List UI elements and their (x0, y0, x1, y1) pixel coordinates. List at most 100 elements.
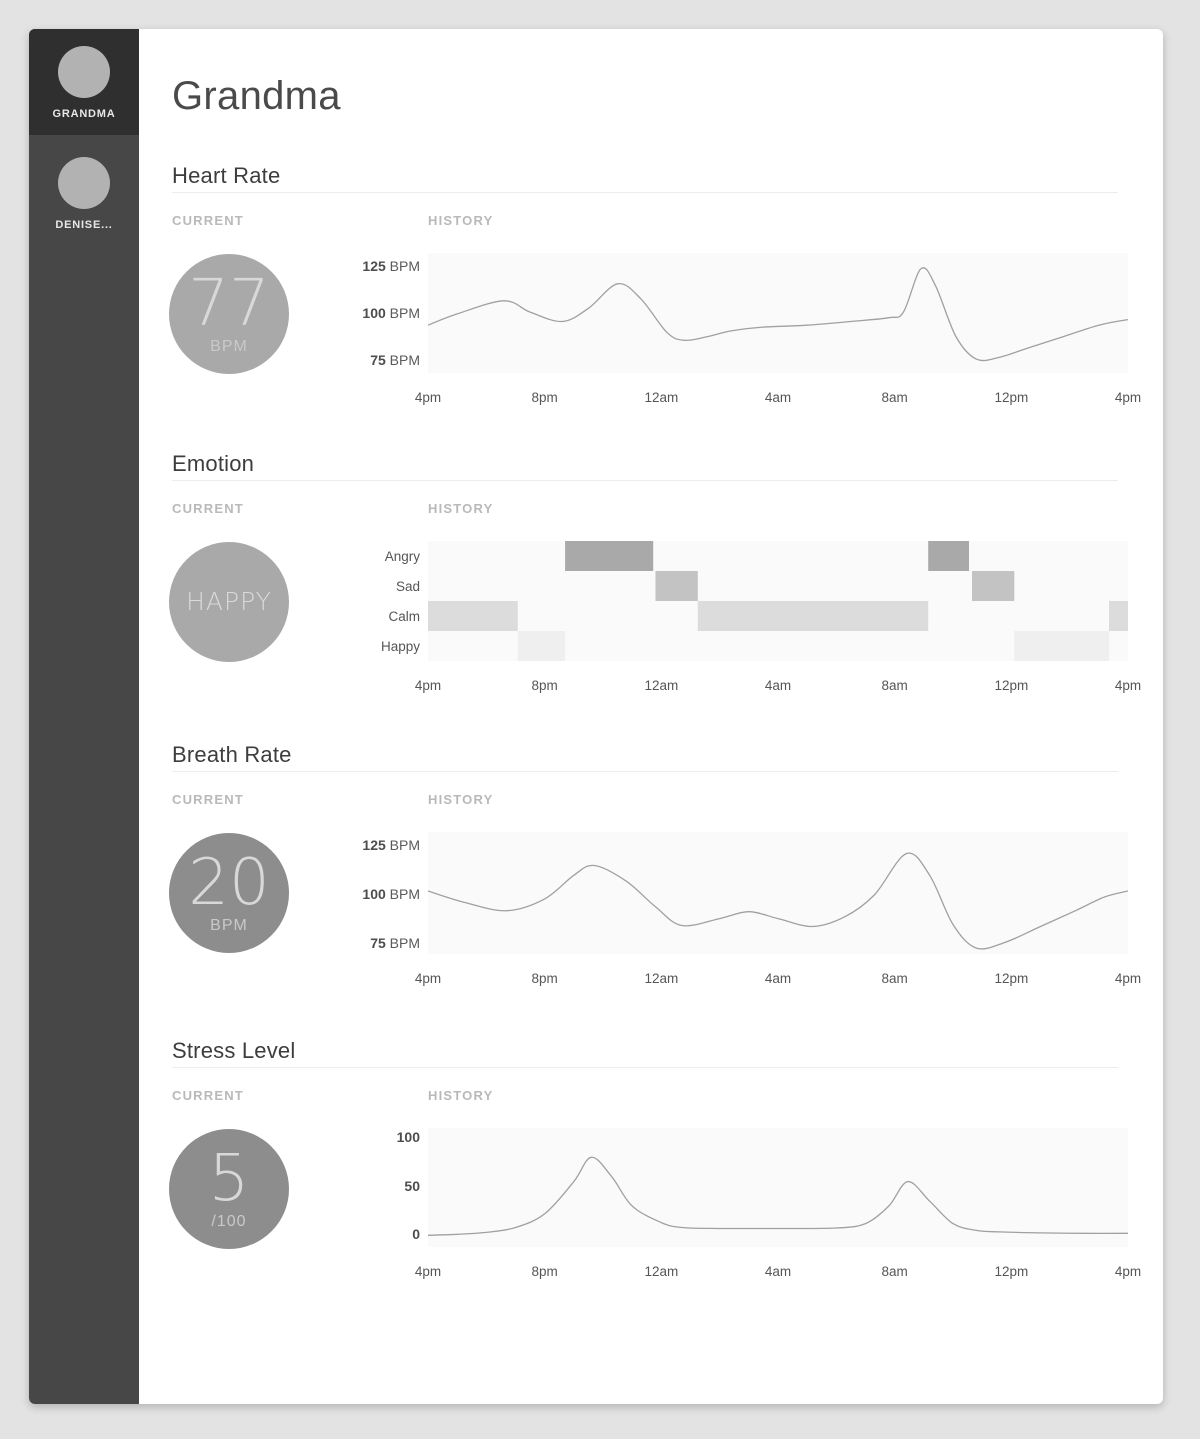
section-title: Heart Rate (172, 164, 1118, 193)
x-axis-tick: 4pm (414, 678, 442, 693)
main-content: Grandma Heart Rate CURRENT 77 BPM HISTOR… (139, 29, 1163, 1404)
emotion-block-calm (428, 601, 518, 631)
sidebar-item-grandma[interactable]: GRANDMA (29, 29, 139, 135)
x-axis-tick: 4pm (1114, 678, 1142, 693)
current-label: CURRENT (172, 792, 244, 807)
section-breath-rate: Breath Rate CURRENT 20 BPM HISTORY 125 B… (169, 743, 1141, 986)
app-window: GRANDMA DENISE... Grandma Heart Rate CUR… (29, 29, 1163, 1404)
line-chart-svg (427, 832, 1129, 954)
sidebar-item-denise[interactable]: DENISE... (29, 140, 139, 246)
y-axis-tick: 75 BPM (370, 935, 420, 952)
x-axis-tick: 8am (881, 1264, 908, 1279)
section-heart-rate: Heart Rate CURRENT 77 BPM HISTORY 125 BP… (169, 164, 1141, 405)
chart-background (428, 1128, 1128, 1247)
chart-plot-area (427, 832, 1129, 954)
sidebar-item-label: DENISE... (55, 219, 113, 231)
x-axis-tick: 4pm (414, 390, 442, 405)
x-axis: 4pm 8pm 12am 4am 8am 12pm 4pm (415, 678, 1141, 693)
x-axis-tick: 12pm (994, 678, 1029, 693)
x-axis-tick: 4am (764, 390, 792, 405)
x-axis-tick: 8pm (531, 390, 558, 405)
emotion-current-circle: HAPPY (169, 542, 289, 662)
x-axis: 4pm 8pm 12am 4am 8am 12pm 4pm (415, 1264, 1141, 1279)
y-axis: 125 BPM 100 BPM 75 BPM (356, 832, 420, 986)
history-column: HISTORY Angry Sad Calm Happy 4pm 8pm 12am 4am 8… (356, 501, 1141, 693)
history-label: HISTORY (428, 792, 494, 807)
emotion-block-calm (1109, 601, 1128, 631)
current-label: CURRENT (172, 213, 244, 228)
y-axis-tick: 100 (396, 1128, 420, 1145)
data-line (427, 852, 1129, 950)
x-axis-tick: 4am (764, 1264, 792, 1279)
page-title: Grandma (172, 74, 341, 118)
x-axis-tick: 8am (881, 678, 908, 693)
x-axis-tick: 12pm (994, 390, 1029, 405)
current-label: CURRENT (172, 501, 244, 516)
stress-level-current-circle: 5 /100 (169, 1129, 289, 1249)
x-axis-tick: 12am (644, 1264, 679, 1279)
history-label: HISTORY (428, 1088, 494, 1103)
x-axis-tick: 12am (644, 390, 679, 405)
data-line (427, 1156, 1129, 1236)
x-axis-tick: 4pm (414, 971, 442, 986)
x-axis-tick: 8am (881, 971, 908, 986)
current-column: CURRENT 20 BPM (169, 792, 356, 986)
x-axis-tick: 12am (644, 678, 679, 693)
y-axis-tick: 50 (404, 1177, 420, 1194)
section-emotion: Emotion CURRENT HAPPY HISTORY Angry Sad Ca… (169, 452, 1141, 693)
emotion-row-label: Calm (388, 609, 420, 624)
emotion-block-happy (517, 631, 566, 661)
x-axis-tick: 12am (644, 971, 679, 986)
chart-plot-area (427, 1128, 1129, 1247)
x-axis-tick: 8am (881, 390, 908, 405)
sidebar-item-label: GRANDMA (52, 108, 116, 120)
timeline-chart-svg (428, 541, 1128, 661)
breath-rate-current-unit: BPM (210, 916, 248, 934)
breath-rate-history-chart: 125 BPM 100 BPM 75 BPM 4pm 8pm 12am 4am 8am 12p… (356, 832, 1141, 986)
y-axis-tick: 100 BPM (362, 885, 420, 902)
emotion-block-sad (972, 571, 1015, 601)
history-column: HISTORY 125 BPM 100 BPM 75 BPM 4pm 8pm 12am 4… (356, 792, 1141, 986)
current-label: CURRENT (172, 1088, 244, 1103)
x-axis-tick: 4am (764, 678, 792, 693)
emotion-block-angry (565, 541, 654, 571)
y-axis-tick: 0 (412, 1226, 420, 1243)
emotion-block-angry (928, 541, 969, 571)
current-column: CURRENT HAPPY (169, 501, 356, 693)
x-axis-tick: 4pm (1114, 1264, 1142, 1279)
data-line (427, 267, 1129, 362)
stress-level-current-unit: /100 (211, 1212, 247, 1230)
emotion-row-label: Sad (395, 579, 420, 594)
x-axis-tick: 12pm (994, 971, 1029, 986)
heart-rate-current-value: 77 (188, 266, 270, 341)
breath-rate-current-circle: 20 BPM (169, 833, 289, 953)
emotion-history-chart: Angry Sad Calm Happy 4pm 8pm 12am 4am 8am 12pm 4p… (356, 541, 1141, 693)
x-axis-tick: 4pm (1114, 971, 1142, 986)
y-axis-tick: 100 BPM (362, 304, 420, 321)
x-axis: 4pm 8pm 12am 4am 8am 12pm 4pm (415, 971, 1141, 986)
emotion-block-calm (697, 601, 929, 631)
section-stress-level: Stress Level CURRENT 5 /100 HISTORY 100 5… (169, 1039, 1141, 1279)
heart-rate-current-circle: 77 BPM (169, 254, 289, 374)
avatar (58, 157, 110, 209)
avatar (58, 46, 110, 98)
chart-plot-area (428, 541, 1128, 661)
x-axis-tick: 4pm (1114, 390, 1142, 405)
history-column: HISTORY 100 50 0 4pm 8pm 12am 4am 8am 12pm 4pm (356, 1088, 1141, 1279)
line-chart-svg (427, 253, 1129, 373)
y-axis-tick: 125 BPM (362, 836, 420, 853)
history-label: HISTORY (428, 501, 494, 516)
heart-rate-history-chart: 125 BPM 100 BPM 75 BPM 4pm 8pm 12am 4am 8am 12p… (356, 253, 1141, 405)
y-axis-tick: 125 BPM (362, 257, 420, 274)
y-axis: 100 50 0 (356, 1128, 420, 1279)
emotion-block-happy (1014, 631, 1110, 661)
stress-level-current-value: 5 (208, 1141, 250, 1216)
x-axis-tick: 12pm (994, 1264, 1029, 1279)
heart-rate-current-unit: BPM (210, 337, 248, 355)
current-column: CURRENT 5 /100 (169, 1088, 356, 1279)
current-column: CURRENT 77 BPM (169, 213, 356, 405)
emotion-block-sad (655, 571, 698, 601)
x-axis-tick: 4pm (414, 1264, 442, 1279)
history-column: HISTORY 125 BPM 100 BPM 75 BPM 4pm 8pm 12am 4… (356, 213, 1141, 405)
chart-plot-area (427, 253, 1129, 373)
